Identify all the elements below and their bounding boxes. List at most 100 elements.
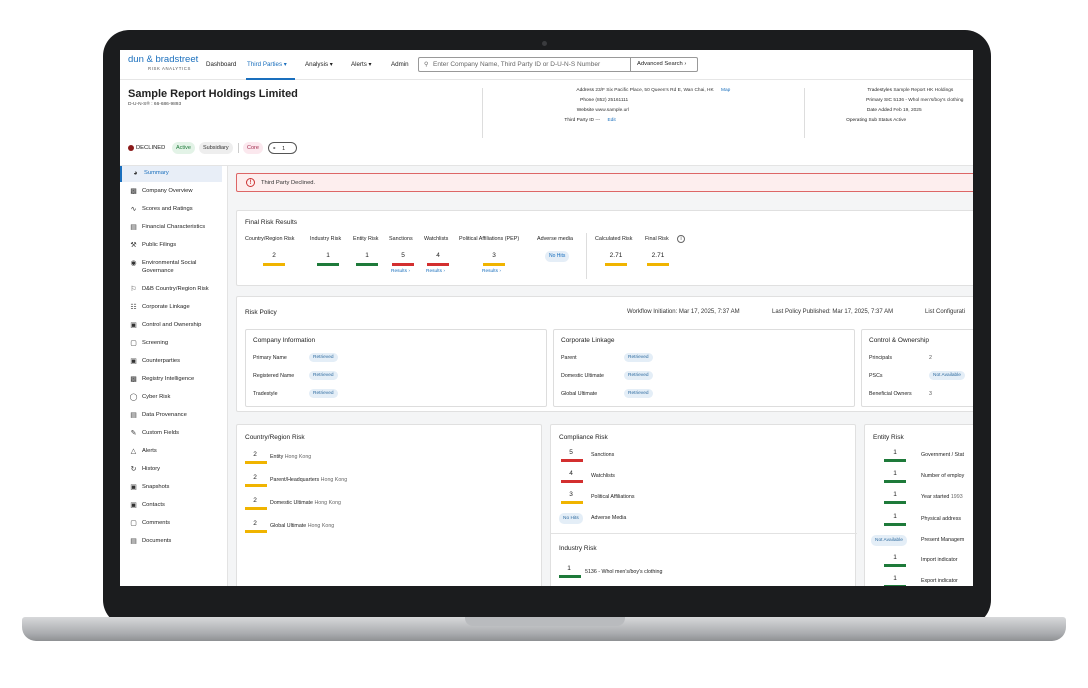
workflow-initiation: Workflow Initiation: Mar 17, 2025, 7:37 …	[627, 309, 740, 315]
primary-sic-row: Primary SIC 5136 - Whol men's/boy's clot…	[830, 98, 963, 103]
nav-third-parties[interactable]: Third Parties ▾	[247, 61, 287, 68]
watchlists-score: 4	[436, 252, 440, 259]
sidebar-item-label: Custom Fields	[142, 430, 180, 436]
sidebar-item-scores-and-ratings[interactable]: ∿ Scores and Ratings	[120, 202, 222, 218]
status-badge: Retrieved	[309, 353, 338, 362]
row-label: PSCs	[869, 373, 883, 379]
sidebar-item-summary[interactable]: ◕ Summary	[120, 166, 222, 182]
sidebar-item-documents[interactable]: ▤ Documents	[120, 534, 222, 550]
sidebar-item-label: Data Provenance	[142, 412, 187, 418]
search-bar: ⚲ Advanced Search ›	[418, 57, 698, 72]
website-link[interactable]: www.sample.url	[595, 108, 629, 113]
map-link[interactable]: Map	[721, 88, 731, 93]
hierarchy-icon: ☷	[130, 304, 137, 311]
nav-alerts[interactable]: Alerts ▾	[351, 61, 372, 68]
search-input[interactable]	[433, 59, 629, 70]
address-label: Address	[576, 88, 594, 93]
risk-row: Parent/Headquarters Hong Kong	[270, 477, 347, 483]
sidebar-item-company-overview[interactable]: ▩ Company Overview	[120, 184, 222, 200]
core-badge: Core	[243, 142, 263, 154]
sidebar-item-cyber-risk[interactable]: ◯ Cyber Risk	[120, 390, 222, 406]
info-icon[interactable]: i	[677, 235, 685, 243]
risk-score: 1	[893, 575, 897, 582]
status-badge: Not Available	[929, 371, 965, 380]
score-bar	[245, 461, 267, 464]
nav-admin[interactable]: Admin	[391, 61, 409, 68]
flag-icon: ⚐	[130, 286, 137, 293]
operating-status-value: Active	[893, 118, 907, 123]
sidebar-item-snapshots[interactable]: ▣ Snapshots	[120, 480, 222, 496]
sidebar-item-contacts[interactable]: ▣ Contacts	[120, 498, 222, 514]
brand-logo[interactable]: dun & bradstreet	[128, 54, 199, 65]
risk-score: 5	[569, 449, 573, 456]
sidebar-item-label: Environmental Social	[142, 260, 197, 266]
bell-icon: △	[130, 448, 137, 455]
sidebar-item-environmental-social-governance[interactable]: ◉ Environmental Social Governance	[120, 256, 222, 278]
tags-button[interactable]: ⚬ 1	[268, 142, 297, 154]
brand-subtitle: RISK ANALYTICS	[148, 66, 191, 71]
watchlists-results-link[interactable]: Results ›	[426, 269, 445, 274]
third-party-id-label: Third Party ID	[564, 118, 594, 123]
badge-divider	[238, 143, 239, 153]
score-bar	[884, 564, 906, 567]
edit-third-party-id-link[interactable]: Edit	[607, 118, 616, 123]
sidebar-item-corporate-linkage[interactable]: ☷ Corporate Linkage	[120, 300, 222, 316]
sidebar-item-custom-fields[interactable]: ✎ Custom Fields	[120, 426, 222, 442]
header-divider	[482, 88, 483, 138]
sidebar-item-screening[interactable]: ▢ Screening	[120, 336, 222, 352]
sidebar-item-public-filings[interactable]: ⚒ Public Filings	[120, 238, 222, 254]
score-bar	[884, 459, 906, 462]
page-title: Sample Report Holdings Limited	[128, 88, 298, 100]
date-added-label: Date Added	[866, 108, 892, 113]
sanctions-results-link[interactable]: Results ›	[391, 269, 410, 274]
duns-number: D-U-N-S® : 66-686-9893	[128, 102, 182, 107]
row-label: Global Ultimate	[561, 391, 598, 397]
search-icon: ⚲	[424, 62, 429, 68]
sidebar-item-alerts[interactable]: △ Alerts	[120, 444, 222, 460]
panel-title: Corporate Linkage	[561, 337, 615, 344]
primary-sic-value: 5136 - Whol men's/boy's clothing	[893, 98, 964, 103]
entity-risk-score: 1	[365, 252, 369, 259]
row-label: Beneficial Owners	[869, 391, 912, 397]
nav-dashboard[interactable]: Dashboard	[206, 61, 237, 68]
final-risk-card: Final Risk Results Country/Region Risk I…	[236, 210, 973, 286]
sidebar-item-country-region-risk[interactable]: ⚐ D&B Country/Region Risk	[120, 282, 222, 298]
column-header: Country/Region Risk	[245, 236, 295, 242]
risk-row: Year started 1993	[921, 494, 963, 500]
compliance-risk-card: Compliance Risk 5 Sanctions 4 Watchlists…	[550, 424, 857, 586]
alert-icon: !	[246, 178, 255, 187]
risk-value: Hong Kong	[284, 454, 312, 460]
not-available-badge: Not Available	[871, 535, 907, 546]
risk-label: Physical address	[921, 516, 962, 522]
website-label: Website	[576, 108, 594, 113]
risk-label: Domestic Ultimate	[270, 500, 313, 506]
score-bar	[561, 480, 583, 483]
risk-value: 1993	[950, 494, 963, 500]
advanced-search-button[interactable]: Advanced Search ›	[630, 58, 692, 71]
sidebar-item-comments[interactable]: ▢ Comments	[120, 516, 222, 532]
risk-row: Entity Hong Kong	[270, 454, 311, 460]
sidebar-item-registry-intelligence[interactable]: ▩ Registry Intelligence	[120, 372, 222, 388]
contact-card-icon: ▣	[130, 502, 137, 509]
score-bar	[561, 459, 583, 462]
address-value: 23/F Six Pacific Place, 50 Queen's Rd E,…	[595, 88, 714, 93]
score-bar	[605, 263, 627, 266]
sidebar-item-control-and-ownership[interactable]: ▣ Control and Ownership	[120, 318, 222, 334]
status-badge: Retrieved	[309, 371, 338, 380]
declined-status-icon	[128, 145, 134, 151]
sidebar-item-financial-characteristics[interactable]: ▤ Financial Characteristics	[120, 220, 222, 236]
sidebar-item-history[interactable]: ↻ History	[120, 462, 222, 478]
risk-score: 1	[893, 491, 897, 498]
sidebar-item-data-provenance[interactable]: ▤ Data Provenance	[120, 408, 222, 424]
primary-sic-label: Primary SIC	[866, 98, 892, 103]
pep-results-link[interactable]: Results ›	[482, 269, 501, 274]
score-bar	[483, 263, 505, 266]
status-badge: Retrieved	[624, 371, 653, 380]
nav-analysis[interactable]: Analysis ▾	[305, 61, 333, 68]
sidebar-item-counterparties[interactable]: ▣ Counterparties	[120, 354, 222, 370]
country-risk-score: 2	[272, 252, 276, 259]
risk-score: 2	[253, 474, 257, 481]
date-added-row: Date Added Feb 19, 2025	[830, 108, 922, 113]
card-title: Compliance Risk	[559, 434, 608, 441]
score-bar	[317, 263, 339, 266]
